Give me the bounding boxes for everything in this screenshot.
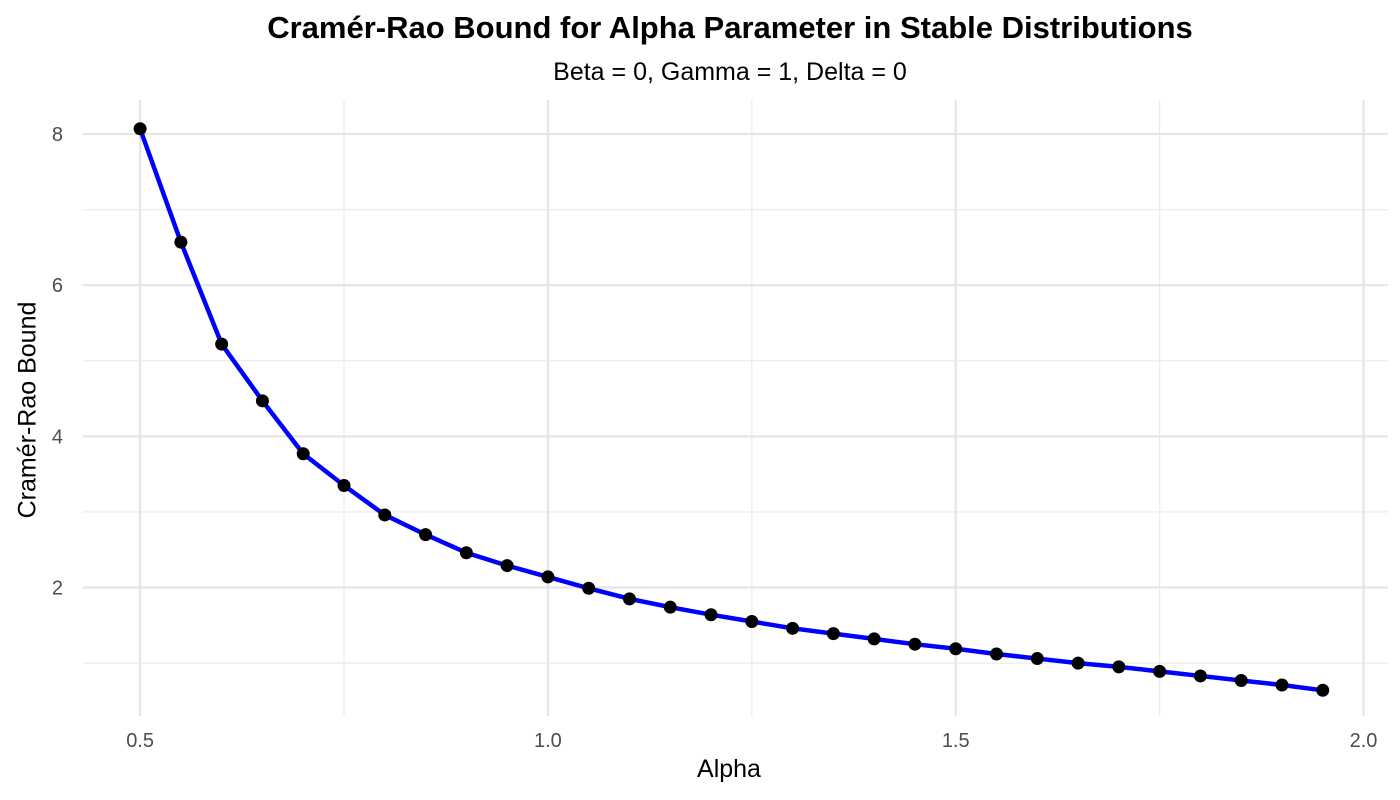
y-tick-label: 8 [52,124,63,146]
data-point [1275,678,1289,692]
data-point [582,581,596,595]
x-tick-labels: 0.5 1.0 1.5 2.0 [126,730,1377,752]
data-point [1153,664,1167,678]
y-axis-title: Cramér-Rao Bound [13,301,42,519]
x-axis-title: Alpha [697,755,761,783]
data-point [826,627,840,641]
data-point [378,508,392,522]
x-tick-label: 1.0 [534,730,562,752]
y-tick-label: 2 [52,578,63,600]
data-point [704,608,718,622]
data-point [459,546,473,560]
x-tick-label: 2.0 [1350,730,1378,752]
data-point [541,570,555,584]
data-point [990,647,1003,661]
chart-title: Cramér-Rao Bound for Alpha Parameter in … [267,10,1193,45]
data-point [1234,673,1248,687]
x-tick-label: 0.5 [126,730,154,752]
data-point [1193,669,1207,683]
data-point [1112,660,1126,674]
minor-gridlines [83,100,1388,716]
data-point [133,122,147,136]
y-tick-labels: 2 4 6 8 [52,124,63,599]
data-point [174,235,188,249]
data-point [1071,656,1085,670]
data-point [215,337,229,351]
data-point [745,615,759,629]
data-point [296,447,310,461]
series-line [137,126,1325,693]
data-point [949,642,963,656]
data-point [419,528,433,542]
data-point [500,559,514,573]
series-line-group [137,126,1325,693]
major-gridlines [83,100,1388,716]
y-tick-label: 6 [52,275,63,297]
data-point [1030,652,1044,666]
y-tick-label: 4 [52,426,63,448]
series-points-group [133,122,1330,697]
data-point [337,478,351,492]
data-point [663,600,677,614]
data-point [867,632,881,646]
x-tick-label: 1.5 [942,730,970,752]
chart-subtitle: Beta = 0, Gamma = 1, Delta = 0 [553,58,907,86]
data-point [908,637,922,651]
data-point [622,592,636,606]
data-point [786,621,800,635]
data-point [1316,683,1330,697]
data-point [255,394,269,408]
